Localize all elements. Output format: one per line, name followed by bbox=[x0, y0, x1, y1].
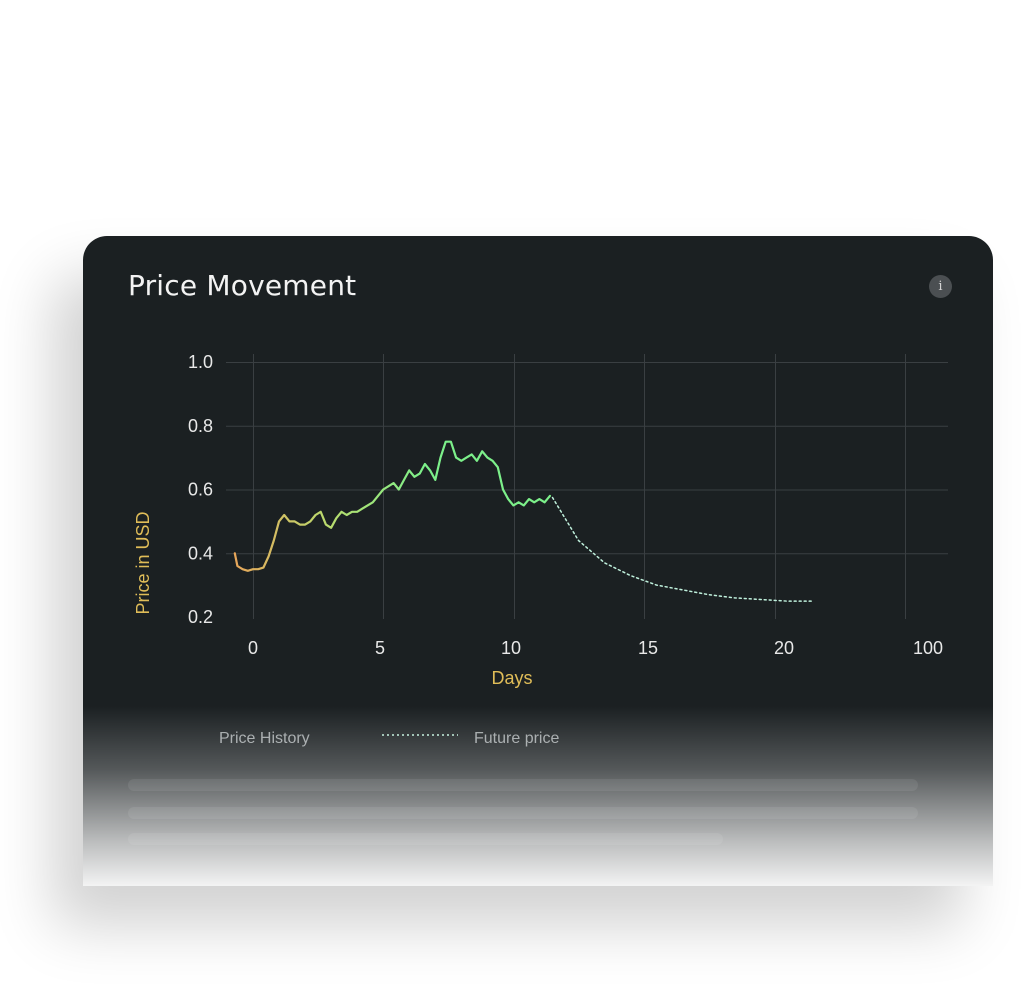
placeholder-bar bbox=[128, 779, 918, 791]
x-tick-label: 100 bbox=[913, 638, 943, 658]
info-icon[interactable]: i bbox=[929, 275, 952, 298]
y-axis-label: Price in USD bbox=[133, 511, 153, 614]
legend-label-price-history: Price History bbox=[219, 730, 310, 747]
price-movement-card: Price Movement i 1.0 0.8 0.6 0.4 0.2 0 5 10 15 2… bbox=[83, 236, 993, 886]
y-tick-label: 0.6 bbox=[188, 480, 213, 500]
legend: Price History Future price bbox=[126, 730, 559, 747]
series-line-future-price bbox=[551, 496, 814, 602]
card-title: Price Movement bbox=[128, 269, 357, 302]
x-axis-ticks: 0 5 10 15 20 100 bbox=[248, 638, 943, 658]
placeholder-bar bbox=[128, 807, 918, 819]
chart-grid bbox=[226, 354, 948, 619]
placeholder-bar bbox=[128, 833, 723, 845]
y-tick-label: 1.0 bbox=[188, 352, 213, 372]
y-axis-ticks: 1.0 0.8 0.6 0.4 0.2 bbox=[188, 352, 213, 627]
x-tick-label: 20 bbox=[774, 638, 794, 658]
chart-series bbox=[233, 440, 814, 602]
x-tick-label: 5 bbox=[375, 638, 385, 658]
x-tick-label: 0 bbox=[248, 638, 258, 658]
x-tick-label: 15 bbox=[638, 638, 658, 658]
x-axis-label: Days bbox=[491, 668, 532, 688]
legend-label-future-price: Future price bbox=[474, 730, 559, 747]
x-tick-label: 10 bbox=[501, 638, 521, 658]
y-tick-label: 0.2 bbox=[188, 607, 213, 627]
y-tick-label: 0.8 bbox=[188, 416, 213, 436]
series-line-price-history bbox=[233, 440, 551, 572]
y-tick-label: 0.4 bbox=[188, 543, 213, 563]
